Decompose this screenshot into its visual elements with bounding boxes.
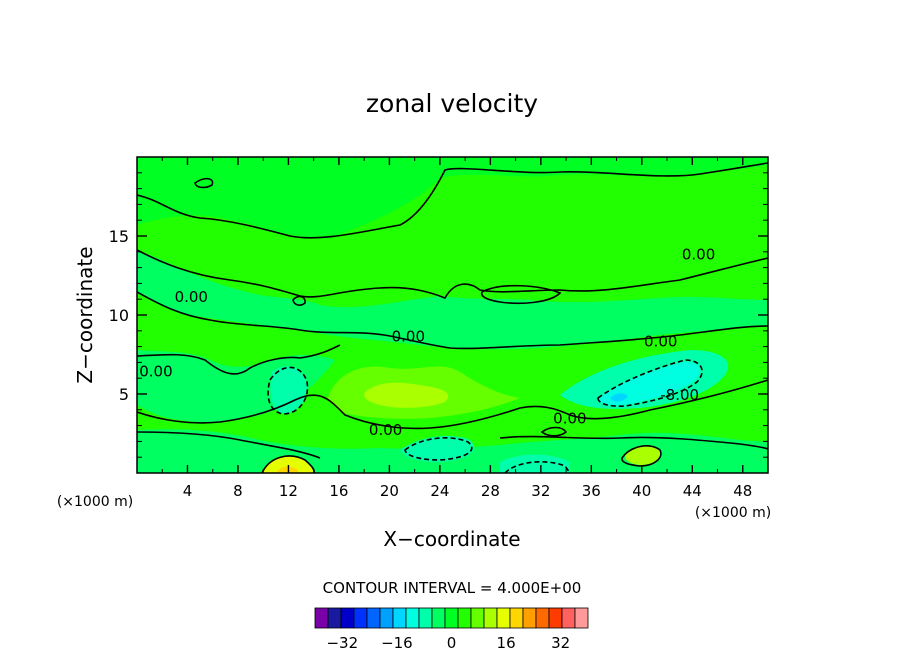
zero-contour-lower: [137, 344, 341, 375]
zero-contour-mid: [137, 291, 768, 350]
zero-contour-upper-b: [137, 249, 768, 300]
field-positive-mid-inner: [364, 382, 449, 408]
x-tick-label: 4: [183, 482, 193, 500]
x-tick-label: 24: [430, 482, 449, 500]
x-tick-label: 8: [233, 482, 243, 500]
x-unit-label: (×1000 m): [57, 494, 133, 510]
contour-interval-label: CONTOUR INTERVAL = 4.000E+00: [323, 579, 582, 597]
x-tick-label: 44: [683, 482, 702, 500]
colorbar-swatch: [561, 607, 576, 629]
contour-label: 0.00: [175, 288, 208, 306]
field-bottom-positive-inner: [276, 466, 298, 473]
field-deepest-negative-right: [610, 393, 628, 402]
contour-labels: 0.00 0.00 0.00 0.00 0.00 0.00 0.00 -8.00: [139, 245, 715, 438]
contour-label: 0.00: [553, 410, 586, 428]
field-negative-core-left: [270, 366, 307, 414]
colorbar-swatch: [327, 607, 342, 629]
colorbar-tick-label: 0: [447, 634, 457, 652]
colorbar-tick-label: 16: [497, 634, 516, 652]
x-axis: 4 8 12 16 20 24 28 32 36 40 44 48: [161, 157, 752, 500]
x-tick-label: 12: [279, 482, 298, 500]
contour-neg-right: [597, 359, 703, 407]
y-tick-label: 10: [109, 306, 129, 325]
x-tick-label: 40: [632, 482, 651, 500]
colorbar-swatch: [379, 607, 394, 629]
y-tick-label: 5: [119, 385, 129, 404]
chart-title: zonal velocity: [366, 89, 538, 118]
colorbar-tick-label: −16: [381, 634, 413, 652]
field-bottom-negative-b: [500, 454, 570, 473]
x-tick-label: 32: [531, 482, 550, 500]
zero-contour-bottom-b: [499, 435, 768, 450]
zero-contour-bottom: [137, 431, 321, 459]
colorbar-swatch: [353, 607, 368, 629]
field-mid-region: [137, 250, 768, 350]
contour-island-d: [540, 426, 568, 437]
zero-contour-upper: [137, 162, 768, 239]
x-tick-label: 48: [733, 482, 752, 500]
colorbar-swatch: [574, 607, 589, 629]
colorbar-swatch: [496, 607, 511, 629]
colorbar-swatch: [548, 607, 563, 629]
x-tick-label: 20: [380, 482, 399, 500]
colorbar-tick-label: 32: [551, 634, 570, 652]
field-bottom-negative-a: [400, 435, 474, 462]
contour-neg-left: [267, 366, 309, 415]
colorbar-swatch: [483, 607, 498, 629]
colorbar-swatch: [340, 607, 355, 629]
y-axis-title: Z−coordinate: [73, 246, 97, 383]
colorbar-swatch: [522, 607, 537, 629]
zero-contour-deep: [137, 379, 768, 430]
contour-label: 0.00: [139, 362, 172, 380]
contour-label: 0.00: [369, 421, 402, 439]
colorbar-swatch: [392, 607, 407, 629]
colorbar-swatch: [418, 607, 433, 629]
contour-island-c: [292, 295, 306, 306]
field-left-negative-edge: [137, 353, 170, 385]
colorbar-swatch: [470, 607, 485, 629]
colorbar-swatch: [431, 607, 446, 629]
colorbar-swatch: [535, 607, 550, 629]
colorbar-tick-label: −32: [326, 634, 358, 652]
contour-island-e: [621, 445, 662, 467]
colorbar-swatch: [314, 607, 329, 629]
contour-label: 0.00: [644, 332, 677, 350]
colorbar-swatch: [444, 607, 459, 629]
x-tick-label: 16: [329, 482, 348, 500]
contour-neg-bottom-b: [504, 461, 571, 473]
colorbar-swatch: [405, 607, 420, 629]
colorbar-swatch: [457, 607, 472, 629]
contour-island-b: [480, 284, 562, 305]
colorbar-swatch: [509, 607, 524, 629]
x-axis-title: X−coordinate: [383, 527, 520, 551]
x-tick-label: 28: [481, 482, 500, 500]
contour-label: 0.00: [392, 328, 425, 346]
contour-label: 0.00: [682, 245, 715, 263]
field-regions: [137, 157, 768, 473]
contour-island-a: [194, 177, 214, 189]
colorbar-swatch: [366, 607, 381, 629]
field-upper-region: [137, 157, 768, 239]
y-unit-label: (×1000 m): [695, 505, 771, 521]
field-right-positive-blob: [624, 445, 662, 465]
contour-label: -8.00: [660, 386, 699, 404]
colorbar: −32 −16 0 16 32: [314, 607, 589, 652]
y-axis: 5 10 15: [109, 172, 768, 458]
x-tick-label: 36: [582, 482, 601, 500]
y-tick-label: 15: [109, 227, 129, 246]
contour-lines: [137, 162, 768, 473]
